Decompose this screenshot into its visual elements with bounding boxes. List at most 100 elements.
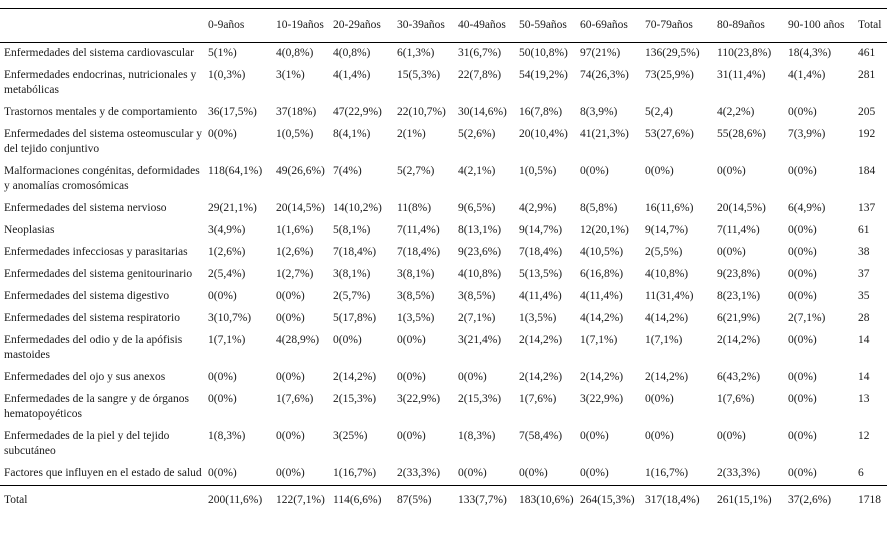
cell-value: 3(1%) (276, 69, 305, 81)
cell-value: 2(33,3%) (717, 467, 761, 479)
cell-value: 200(11,6%) (204, 485, 272, 514)
cell-value: 114(6,6%) (329, 485, 393, 514)
cell-value: 3(8,1%) (333, 268, 371, 280)
cell-value: 0(0%) (208, 371, 237, 383)
cell-value: 4(0,8%) (276, 47, 314, 59)
cell-value: 16(11,6%) (645, 202, 694, 214)
row-total: 38 (858, 246, 870, 258)
cell-value: 122(7,1%) (272, 485, 329, 514)
cell-value: 20(14,5%) (717, 202, 766, 214)
table-row: Enfermedades infecciosas y parasitarias 1… (0, 242, 887, 264)
row-total: 61 (858, 224, 870, 236)
cell-value: 1(16,7%) (333, 467, 377, 479)
cell-value: 7(3,9%) (788, 128, 826, 140)
cell-value: 2(1%) (397, 128, 426, 140)
row-label: Enfermedades del sistema digestivo (4, 290, 170, 302)
cell-value: 31(11,4%) (717, 69, 766, 81)
column-header: 20-29años (329, 8, 393, 43)
cell-value: 16(7,8%) (519, 106, 563, 118)
row-label: Enfermedades endocrinas, nutricionales y… (4, 69, 197, 96)
cell-value: 0(0%) (208, 290, 237, 302)
cell-value: 4(0,8%) (333, 47, 371, 59)
cell-value: 87(5%) (393, 485, 454, 514)
cell-value: 0(0%) (788, 224, 817, 236)
cell-value: 0(0%) (333, 334, 362, 346)
cell-value: 6(21,9%) (717, 312, 761, 324)
cell-value: 5(2,7%) (397, 165, 435, 177)
cell-value: 31(6,7%) (458, 47, 502, 59)
cell-value: 0(0%) (645, 393, 674, 405)
cell-value: 3(25%) (333, 430, 368, 442)
cell-value: 1(7,6%) (519, 393, 557, 405)
cell-value: 4(28,9%) (276, 334, 320, 346)
cell-value: 9(6,5%) (458, 202, 496, 214)
table-row: Enfermedades del sistema nervioso 29(21,1… (0, 198, 887, 220)
cell-value: 2(14,2%) (580, 371, 624, 383)
column-header: 0-9años (204, 8, 272, 43)
table-row: Enfermedades del sistema digestivo 0(0%) 0… (0, 286, 887, 308)
cell-value: 3(10,7%) (208, 312, 252, 324)
table-body: Enfermedades del sistema cardiovascular 5… (0, 43, 887, 514)
cell-value: 0(0%) (397, 334, 426, 346)
cell-value: 0(0%) (276, 371, 305, 383)
cell-value: 2(5,5%) (645, 246, 683, 258)
cell-value: 4(14,2%) (580, 312, 624, 324)
cell-value: 5(8,1%) (333, 224, 371, 236)
cell-value: 110(23,8%) (717, 47, 772, 59)
cell-value: 53(27,6%) (645, 128, 694, 140)
table-row: Neoplasias 3(4,9%) 1(1,6%) 5(8,1%) 7(11,4%) 8… (0, 220, 887, 242)
column-header: 60-69años (576, 8, 641, 43)
cell-value: 1(3,5%) (519, 312, 557, 324)
row-total: 137 (858, 202, 876, 214)
cell-value: 5(2,6%) (458, 128, 496, 140)
cell-value: 50(10,8%) (519, 47, 568, 59)
cell-value: 4(1,4%) (788, 69, 826, 81)
cell-value: 0(0%) (717, 165, 746, 177)
row-label: Enfermedades de la piel y del tejido sub… (4, 430, 170, 457)
header-row: 0-9años 10-19años 20-29años 30-39años 40-49a… (0, 8, 887, 43)
cell-value: 0(0%) (645, 165, 674, 177)
table-container: 0-9años 10-19años 20-29años 30-39años 40-49a… (0, 8, 887, 514)
cell-value: 7(18,4%) (333, 246, 377, 258)
row-label: Malformaciones congénitas, deformidades … (4, 165, 200, 192)
total-row: Total 200(11,6%) 122(7,1%) 114(6,6%) 87(5%) 1… (0, 485, 887, 514)
row-total: 14 (858, 334, 870, 346)
row-label: Trastornos mentales y de comportamiento (4, 106, 198, 118)
cell-value: 9(14,7%) (519, 224, 563, 236)
cell-value: 7(58,4%) (519, 430, 563, 442)
table-row: Enfermedades endocrinas, nutricionales y… (0, 65, 887, 102)
cell-value: 4(2,9%) (519, 202, 557, 214)
cell-value: 8(23,1%) (717, 290, 761, 302)
cell-value: 3(8,5%) (458, 290, 496, 302)
cell-value: 5(2,4) (645, 106, 673, 118)
cell-value: 0(0%) (788, 393, 817, 405)
cell-value: 2(5,4%) (208, 268, 246, 280)
cell-value: 4(11,4%) (580, 290, 623, 302)
cell-value: 20(10,4%) (519, 128, 568, 140)
row-label: Enfermedades infecciosas y parasitarias (4, 246, 188, 258)
cell-value: 3(22,9%) (580, 393, 624, 405)
cell-value: 0(0%) (397, 371, 426, 383)
cell-value: 3(8,5%) (397, 290, 435, 302)
row-label: Enfermedades del ojo y sus anexos (4, 371, 166, 383)
cell-value: 11(31,4%) (645, 290, 694, 302)
row-label: Enfermedades del sistema genitourinario (4, 268, 193, 280)
row-label: Neoplasias (4, 224, 55, 236)
cell-value: 3(8,1%) (397, 268, 435, 280)
cell-value: 9(23,6%) (458, 246, 502, 258)
cell-value: 0(0%) (208, 128, 237, 140)
cell-value: 73(25,9%) (645, 69, 694, 81)
cell-value: 9(23,8%) (717, 268, 761, 280)
cell-value: 0(0%) (208, 393, 237, 405)
cell-value: 47(22,9%) (333, 106, 382, 118)
cell-value: 6(43,2%) (717, 371, 761, 383)
cell-value: 0(0%) (580, 165, 609, 177)
table-row: Enfermedades de la sangre y de órganos h… (0, 389, 887, 426)
cell-value: 97(21%) (580, 47, 621, 59)
cell-value: 133(7,7%) (454, 485, 515, 514)
row-label: Enfermedades del sistema osteomuscular y… (4, 128, 202, 155)
cell-value: 4(2,1%) (458, 165, 496, 177)
cell-value: 1(1,6%) (276, 224, 314, 236)
cell-value: 8(13,1%) (458, 224, 502, 236)
cell-value: 0(0%) (717, 246, 746, 258)
